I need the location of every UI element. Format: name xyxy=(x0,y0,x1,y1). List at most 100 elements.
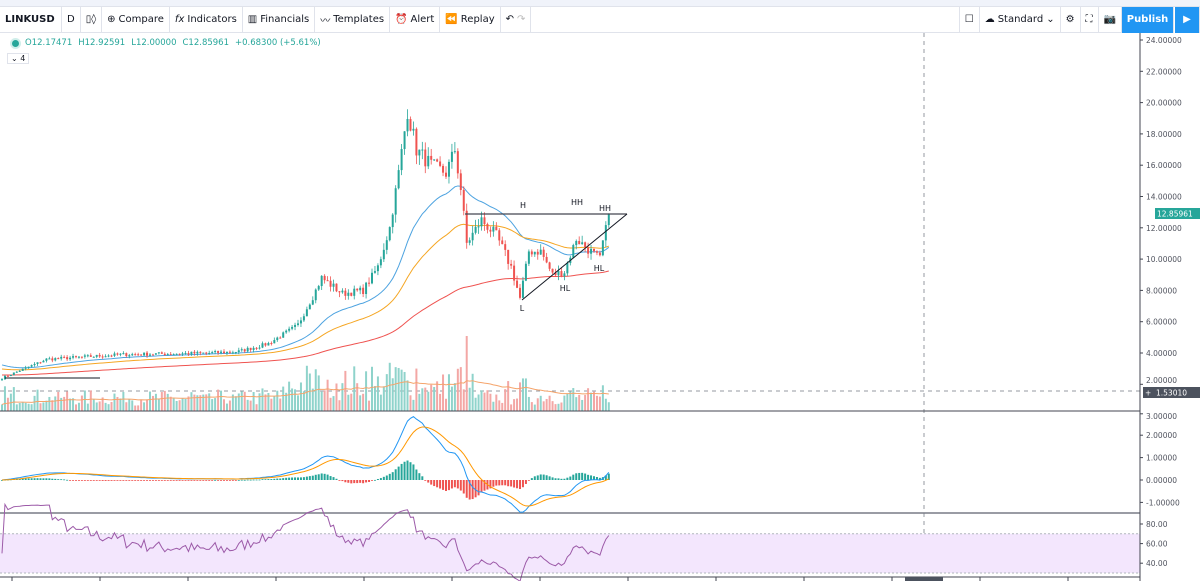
candle-body xyxy=(261,343,264,348)
macd-histogram-bar xyxy=(406,460,409,480)
macd-histogram-bar xyxy=(516,480,519,489)
volume-bar xyxy=(30,404,33,411)
volume-bar xyxy=(566,393,569,411)
macd-histogram-bar xyxy=(243,479,246,481)
fullscreen-button[interactable]: ⛶ xyxy=(1081,6,1099,33)
candle-body xyxy=(246,347,249,352)
volume-bar xyxy=(344,370,347,411)
macd-histogram-bar xyxy=(382,476,385,480)
crosshair-price-label: 1.53010 xyxy=(1156,389,1187,398)
indicators-button[interactable]: fx Indicators xyxy=(170,6,243,33)
candle-body xyxy=(305,309,308,317)
candle-body xyxy=(77,356,80,358)
alert-button[interactable]: ⏰ Alert xyxy=(390,6,441,33)
templates-label: Templates xyxy=(333,14,385,25)
symbol-search[interactable]: LINKUSD xyxy=(0,6,62,33)
volume-bar xyxy=(175,400,178,411)
layout-select-button[interactable]: ☐ xyxy=(960,6,980,33)
financials-button[interactable]: ▥ Financials xyxy=(243,6,316,33)
save-layout-button[interactable]: ☁ Standard ⌄ xyxy=(980,6,1061,33)
macd-histogram-bar xyxy=(178,480,181,481)
candle-body xyxy=(178,353,181,355)
macd-histogram-bar xyxy=(21,478,24,480)
candle-body xyxy=(48,358,51,360)
candle-body xyxy=(527,251,530,264)
macd-histogram-bar xyxy=(202,480,205,481)
candle-body xyxy=(122,353,125,355)
macd-histogram-bar xyxy=(137,480,140,481)
candle-body xyxy=(24,367,27,369)
ma-slow-line xyxy=(1,270,609,376)
templates-button[interactable]: 〰 Templates xyxy=(315,6,391,33)
volume-bar xyxy=(498,400,501,411)
volume-bar xyxy=(54,396,57,411)
snapshot-button[interactable]: 📷 xyxy=(1099,6,1122,33)
volume-bar xyxy=(231,394,234,411)
candle-body xyxy=(486,224,489,230)
candle-body xyxy=(498,230,501,241)
volume-bar xyxy=(453,383,456,411)
macd-histogram-bar xyxy=(110,480,113,481)
interval-button[interactable]: D xyxy=(62,6,81,33)
price-axis xyxy=(1140,33,1200,581)
macd-tick-label: 3.00000 xyxy=(1146,412,1177,421)
redo-icon[interactable]: ↷ xyxy=(517,14,526,25)
volume-bar xyxy=(545,398,548,411)
macd-histogram-bar xyxy=(104,480,107,481)
candle-body xyxy=(320,275,323,287)
candle-body xyxy=(593,248,595,252)
candle-body xyxy=(382,249,385,260)
candle-body xyxy=(545,256,548,263)
replay-button[interactable]: ⏪ Replay xyxy=(440,6,501,33)
macd-histogram-bar xyxy=(205,480,208,481)
volume-bar xyxy=(341,383,344,411)
macd-histogram-bar xyxy=(48,478,51,480)
macd-histogram-bar xyxy=(539,474,542,480)
candle-body xyxy=(453,151,456,153)
layout-name: Standard xyxy=(997,14,1044,25)
macd-histogram-bar xyxy=(252,479,255,481)
candle-body xyxy=(98,354,101,357)
candle-body xyxy=(211,352,214,354)
macd-histogram-bar xyxy=(291,477,294,480)
macd-histogram-bar xyxy=(113,480,116,481)
volume-bar xyxy=(459,367,462,411)
macd-histogram-bar xyxy=(169,480,172,481)
candle-body xyxy=(225,351,228,354)
candle-body xyxy=(519,287,521,298)
macd-histogram-bar xyxy=(326,474,329,480)
volume-bar xyxy=(477,394,480,411)
macd-histogram-bar xyxy=(184,480,187,481)
candle-body xyxy=(516,280,519,288)
rsi-line xyxy=(1,502,610,581)
chart-type-button[interactable]: ▯◊ xyxy=(81,6,103,33)
price-tick-label: 10.00000 xyxy=(1146,255,1182,264)
macd-histogram-bar xyxy=(465,480,468,498)
volume-bar xyxy=(332,396,335,411)
volume-bar xyxy=(400,369,403,411)
indicators-collapse-button[interactable]: ⌄ 4 xyxy=(7,53,30,64)
candle-body xyxy=(557,271,560,276)
compare-button[interactable]: ⊕ Compare xyxy=(102,6,170,33)
publish-button[interactable]: Publish xyxy=(1122,6,1174,33)
candle-body xyxy=(294,324,297,327)
volume-bar xyxy=(48,396,51,411)
candle-body xyxy=(391,214,394,228)
volume-bar xyxy=(569,391,572,411)
macd-histogram-bar xyxy=(320,473,323,480)
volume-bar xyxy=(323,390,326,411)
candle-body xyxy=(234,351,237,353)
candle-body xyxy=(18,370,21,372)
candle-body xyxy=(252,347,255,350)
candle-body xyxy=(403,131,406,150)
undo-icon[interactable]: ↶ xyxy=(505,14,515,25)
volume-bar xyxy=(388,362,391,411)
macd-histogram-bar xyxy=(379,478,382,480)
macd-histogram-bar xyxy=(412,464,415,480)
settings-button[interactable]: ⚙ xyxy=(1061,6,1081,33)
macd-histogram-bar xyxy=(391,472,394,480)
volume-bar xyxy=(83,390,86,411)
macd-histogram-bar xyxy=(187,480,190,481)
macd-histogram-bar xyxy=(131,480,134,481)
